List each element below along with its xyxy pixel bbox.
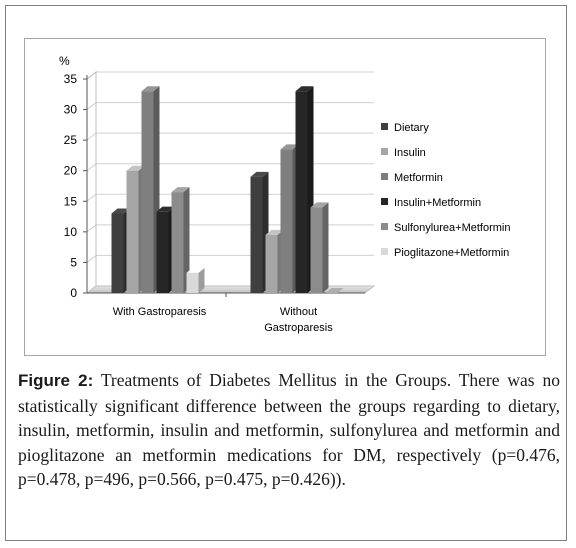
y-axis-title: % bbox=[59, 54, 70, 68]
x-category-label: Without bbox=[280, 306, 317, 318]
bar-top bbox=[111, 208, 130, 214]
bar bbox=[310, 202, 329, 293]
y-tick-label: 15 bbox=[64, 194, 78, 208]
caption-label: Figure 2: bbox=[18, 371, 94, 390]
bar-front bbox=[295, 91, 308, 293]
bar-top bbox=[325, 288, 344, 293]
y-tick-label: 35 bbox=[64, 72, 78, 86]
legend-label: Sulfonylurea+Metformin bbox=[394, 222, 510, 234]
legend-swatch bbox=[381, 123, 388, 130]
bar-top bbox=[265, 229, 284, 235]
bar-side bbox=[198, 267, 205, 293]
figure-caption: Figure 2: Treatments of Diabetes Mellitu… bbox=[18, 368, 560, 492]
legend-label: Dietary bbox=[394, 122, 429, 134]
x-category-label: Gastroparesis bbox=[264, 322, 333, 334]
bar-side bbox=[183, 187, 190, 293]
bar-top bbox=[310, 202, 329, 208]
legend-label: Insulin+Metformin bbox=[394, 197, 481, 209]
bar bbox=[325, 288, 344, 293]
x-category-label: With Gastroparesis bbox=[113, 306, 207, 318]
axis-labels: % With Gastroparesis Without Gastroparesis bbox=[59, 54, 333, 334]
legend-label: Metformin bbox=[394, 172, 443, 184]
gridline bbox=[86, 102, 374, 110]
bar-front bbox=[126, 170, 139, 293]
bar-side bbox=[322, 202, 329, 293]
bar-top bbox=[171, 187, 190, 193]
bar-front bbox=[156, 211, 169, 293]
bar-front bbox=[141, 91, 154, 293]
bar-top bbox=[156, 206, 175, 212]
bar bbox=[171, 187, 190, 293]
y-tick-label: 10 bbox=[64, 225, 78, 239]
chart-area: 0 5 10 15 20 25 30 35 % With Gastroparesis Witho… bbox=[24, 38, 546, 356]
y-tick-label: 30 bbox=[64, 103, 78, 117]
y-tick-label: 5 bbox=[70, 255, 77, 269]
legend-swatch bbox=[381, 223, 388, 230]
legend-swatch bbox=[381, 198, 388, 205]
y-tick-label: 20 bbox=[64, 164, 78, 178]
y-tick-label: 25 bbox=[64, 133, 78, 147]
bar-top bbox=[295, 86, 314, 92]
legend: Dietary Insulin Metformin Insulin+Metformin… bbox=[381, 122, 510, 259]
bar-top bbox=[280, 144, 299, 150]
y-tick-label: 0 bbox=[70, 286, 77, 300]
bar-front bbox=[265, 234, 278, 293]
legend-label: Pioglitazone+Metformin bbox=[394, 247, 509, 259]
bar-front bbox=[171, 192, 184, 293]
bar-front bbox=[111, 213, 124, 293]
bar-front bbox=[310, 207, 323, 293]
legend-swatch bbox=[381, 173, 388, 180]
gridline bbox=[86, 71, 374, 80]
bar-front bbox=[186, 272, 199, 293]
bars bbox=[111, 86, 344, 293]
bar-front bbox=[250, 176, 263, 293]
side-wall bbox=[86, 70, 97, 286]
legend-label: Insulin bbox=[394, 147, 426, 159]
bar-top bbox=[250, 171, 269, 177]
legend-swatch bbox=[381, 248, 388, 255]
bar bbox=[186, 267, 205, 293]
bar-top bbox=[126, 165, 145, 171]
gridline bbox=[86, 132, 374, 141]
bar-chart: 0 5 10 15 20 25 30 35 % With Gastroparesis Witho… bbox=[59, 54, 510, 334]
bar-front bbox=[280, 149, 293, 293]
bar-top bbox=[141, 86, 160, 92]
caption-text: Treatments of Diabetes Mellitus in the G… bbox=[18, 370, 560, 489]
legend-swatch bbox=[381, 148, 388, 155]
bar-top bbox=[186, 267, 205, 273]
